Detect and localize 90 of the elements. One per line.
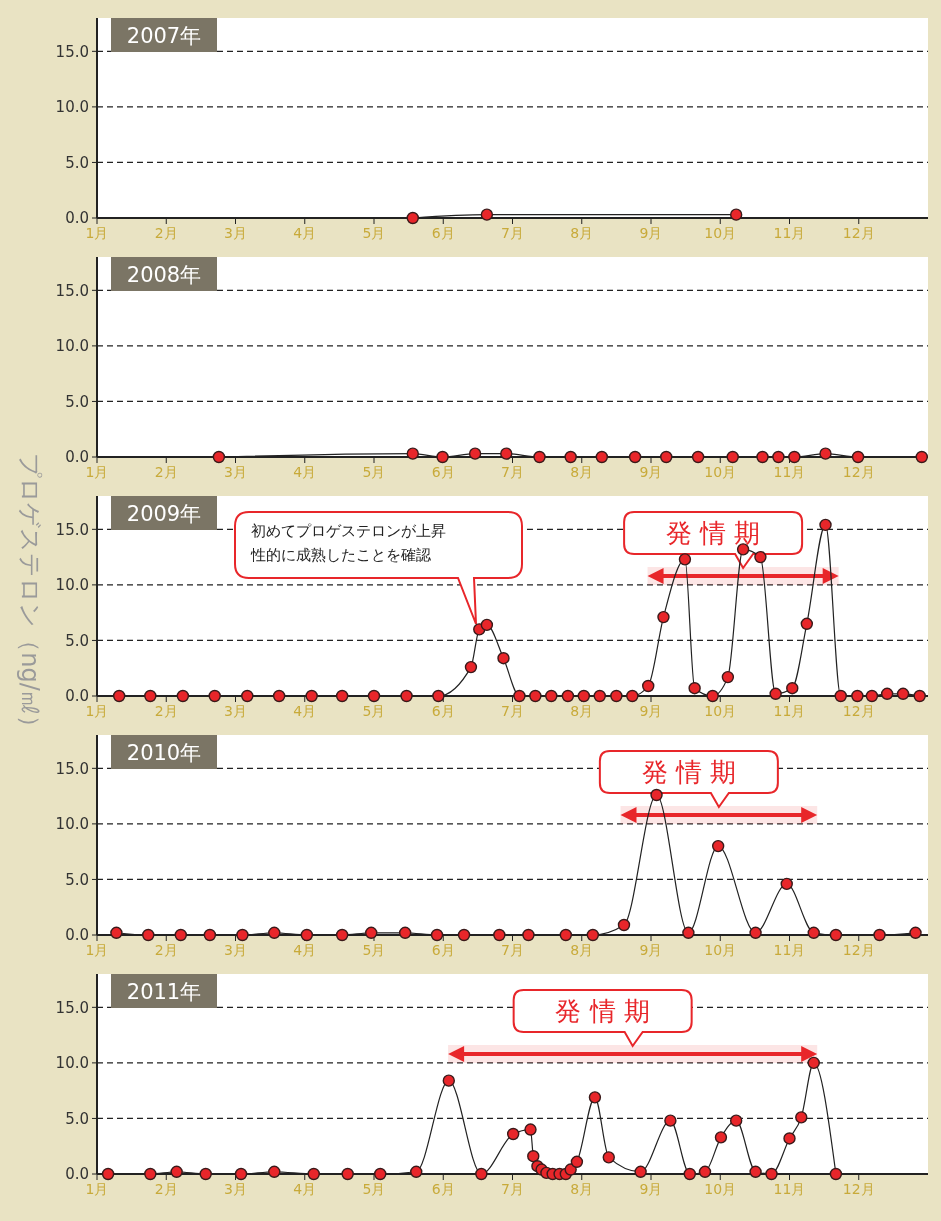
x-tick-label: 2月	[154, 942, 178, 958]
y-tick-label: 10.0	[55, 98, 89, 117]
y-tick-label: 5.0	[65, 1109, 89, 1128]
x-tick-label: 12月	[842, 942, 875, 958]
y-tick-label: 5.0	[65, 392, 89, 411]
x-tick-label: 2月	[154, 703, 178, 719]
x-tick-label: 10月	[704, 464, 737, 480]
x-tick-label: 12月	[842, 464, 875, 480]
x-tick-label: 2月	[154, 1181, 178, 1197]
x-tick-label: 5月	[362, 1181, 386, 1197]
x-tick-label: 2月	[154, 464, 178, 480]
x-tick-label: 5月	[362, 464, 386, 480]
x-tick-label: 7月	[501, 225, 524, 241]
x-tick-label: 3月	[224, 464, 247, 480]
x-tick-label: 7月	[501, 464, 524, 480]
x-tick-label: 5月	[362, 703, 386, 719]
x-tick-label: 10月	[704, 703, 737, 719]
annotation: 初めてプロゲステロンが上昇性的に成熟したことを確認	[250, 522, 446, 564]
x-tick-label: 6月	[431, 1181, 455, 1197]
x-tick-label: 1月	[85, 225, 109, 241]
x-tick-label: 8月	[570, 942, 594, 958]
y-tick-label: 10.0	[55, 337, 89, 356]
x-tick-label: 11月	[773, 703, 806, 719]
x-tick-label: 10月	[704, 942, 737, 958]
y-tick-label: 5.0	[65, 631, 89, 650]
y-tick-label: 0.0	[65, 926, 89, 945]
x-tick-label: 5月	[362, 225, 386, 241]
x-tick-label: 12月	[842, 1181, 875, 1197]
y-tick-label: 15.0	[55, 759, 89, 778]
x-tick-label: 4月	[293, 703, 317, 719]
x-tick-label: 9月	[639, 225, 663, 241]
x-tick-label: 8月	[570, 464, 594, 480]
x-tick-label: 6月	[431, 942, 455, 958]
x-tick-label: 1月	[85, 1181, 109, 1197]
x-tick-label: 6月	[431, 225, 455, 241]
chart-title: 2008年	[126, 262, 202, 287]
x-tick-label: 3月	[224, 225, 247, 241]
x-tick-label: 8月	[570, 1181, 594, 1197]
x-tick-label: 4月	[293, 1181, 317, 1197]
x-tick-label: 12月	[842, 225, 875, 241]
band-label: 発 情 期	[641, 757, 737, 788]
chart-title: 2010年	[126, 740, 202, 765]
x-tick-label: 1月	[85, 942, 109, 958]
y-tick-label: 5.0	[65, 870, 89, 889]
band-label: 発 情 期	[665, 518, 761, 549]
x-tick-label: 3月	[224, 703, 247, 719]
chart-title: 2011年	[126, 979, 202, 1004]
x-tick-label: 7月	[501, 942, 524, 958]
x-tick-label: 6月	[431, 703, 455, 719]
x-tick-label: 7月	[501, 703, 524, 719]
x-tick-label: 8月	[570, 225, 594, 241]
x-tick-label: 3月	[224, 1181, 247, 1197]
x-tick-label: 11月	[773, 1181, 806, 1197]
y-axis-title: プロゲステロン（ng/㎖）	[15, 453, 44, 739]
x-tick-label: 10月	[704, 1181, 737, 1197]
x-tick-label: 4月	[293, 464, 317, 480]
x-tick-label: 1月	[85, 464, 109, 480]
x-tick-label: 8月	[570, 703, 594, 719]
x-tick-label: 1月	[85, 703, 109, 719]
y-tick-label: 0.0	[65, 448, 89, 467]
y-tick-label: 15.0	[55, 42, 89, 61]
x-tick-label: 11月	[773, 225, 806, 241]
y-tick-label: 15.0	[55, 998, 89, 1017]
x-tick-label: 4月	[293, 225, 317, 241]
y-tick-label: 0.0	[65, 209, 89, 228]
x-tick-label: 9月	[639, 1181, 663, 1197]
y-tick-label: 10.0	[55, 1054, 89, 1073]
chart-title: 2007年	[126, 23, 202, 48]
y-tick-label: 10.0	[55, 576, 89, 595]
x-tick-label: 7月	[501, 1181, 524, 1197]
y-tick-label: 10.0	[55, 815, 89, 834]
y-tick-label: 5.0	[65, 153, 89, 172]
x-tick-label: 11月	[773, 464, 806, 480]
x-tick-label: 11月	[773, 942, 806, 958]
x-tick-label: 12月	[842, 703, 875, 719]
x-tick-label: 6月	[431, 464, 455, 480]
x-tick-label: 9月	[639, 464, 663, 480]
x-tick-label: 5月	[362, 942, 386, 958]
x-tick-label: 4月	[293, 942, 317, 958]
x-tick-label: 9月	[639, 942, 663, 958]
x-tick-label: 10月	[704, 225, 737, 241]
y-tick-label: 0.0	[65, 687, 89, 706]
y-tick-label: 15.0	[55, 281, 89, 300]
x-tick-label: 9月	[639, 703, 663, 719]
chart-title: 2009年	[126, 501, 202, 526]
y-tick-label: 15.0	[55, 520, 89, 539]
y-tick-label: 0.0	[65, 1165, 89, 1184]
x-tick-label: 2月	[154, 225, 178, 241]
band-label: 発 情 期	[555, 996, 650, 1027]
x-tick-label: 3月	[224, 942, 247, 958]
